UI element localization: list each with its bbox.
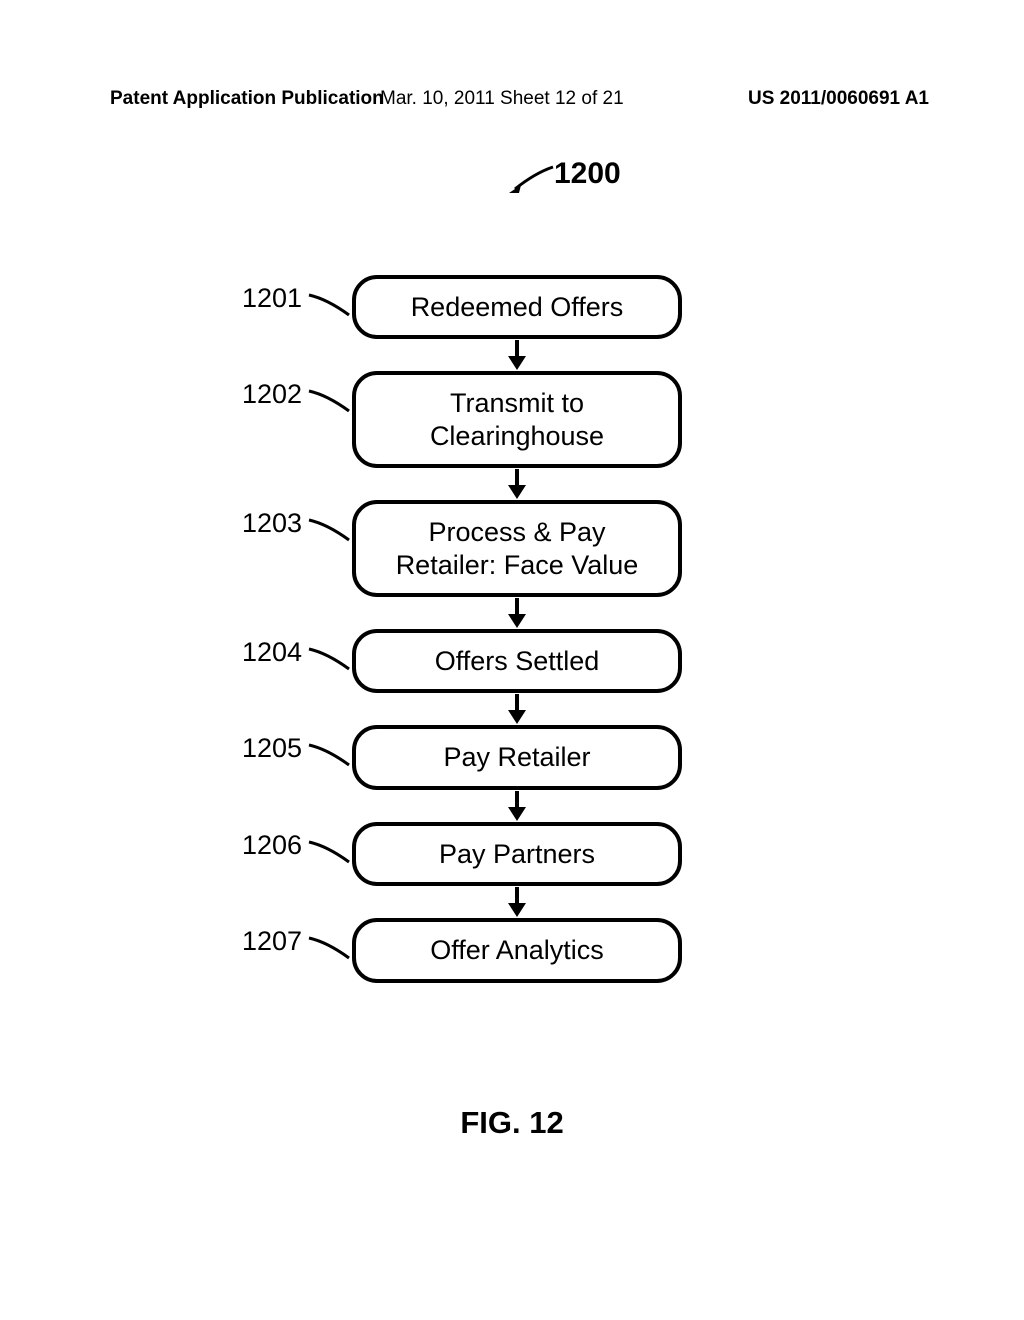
down-arrow-icon bbox=[502, 598, 532, 628]
flow-node-box: Offer Analytics bbox=[352, 918, 682, 982]
flow-node-box: Pay Retailer bbox=[352, 725, 682, 789]
flow-row: 1202Transmit toClearinghouse bbox=[342, 371, 682, 468]
header-left: Patent Application Publication bbox=[110, 88, 384, 110]
flow-node-box: Redeemed Offers bbox=[352, 275, 682, 339]
flow-row: 1206Pay Partners bbox=[342, 822, 682, 886]
flow-node-id-label: 1205 bbox=[242, 733, 302, 764]
flow-node-box: Transmit toClearinghouse bbox=[352, 371, 682, 468]
flow-node-id-label: 1204 bbox=[242, 637, 302, 668]
down-arrow-icon bbox=[502, 469, 532, 499]
flow-row: 1203Process & PayRetailer: Face Value bbox=[342, 500, 682, 597]
flow-node-box: Offers Settled bbox=[352, 629, 682, 693]
flow-node-box: Process & PayRetailer: Face Value bbox=[352, 500, 682, 597]
label-connector-icon bbox=[307, 389, 352, 414]
label-connector-icon bbox=[307, 840, 352, 865]
flow-row: 1207Offer Analytics bbox=[342, 918, 682, 982]
header-center: Mar. 10, 2011 Sheet 12 of 21 bbox=[380, 88, 624, 110]
flow-node-id-label: 1201 bbox=[242, 283, 302, 314]
diagram-ref-number: 1200 bbox=[554, 157, 621, 191]
label-connector-icon bbox=[307, 647, 352, 672]
flow-row: 1204Offers Settled bbox=[342, 629, 682, 693]
page-header: Patent Application Publication Mar. 10, … bbox=[0, 88, 1024, 110]
flow-node-id-label: 1207 bbox=[242, 926, 302, 957]
flow-node-id-label: 1202 bbox=[242, 379, 302, 410]
figure-caption: FIG. 12 bbox=[0, 1105, 1024, 1141]
label-connector-icon bbox=[307, 936, 352, 961]
flow-node-id-label: 1206 bbox=[242, 830, 302, 861]
down-arrow-icon bbox=[502, 340, 532, 370]
flow-row: 1205Pay Retailer bbox=[342, 725, 682, 789]
down-arrow-icon bbox=[502, 887, 532, 917]
down-arrow-icon bbox=[502, 694, 532, 724]
flow-node-id-label: 1203 bbox=[242, 508, 302, 539]
flowchart-container: 1201Redeemed Offers1202Transmit toCleari… bbox=[0, 275, 1024, 983]
label-connector-icon bbox=[307, 518, 352, 543]
label-connector-icon bbox=[307, 743, 352, 768]
flow-row: 1201Redeemed Offers bbox=[342, 275, 682, 339]
down-arrow-icon bbox=[502, 791, 532, 821]
label-connector-icon bbox=[307, 293, 352, 318]
flow-node-box: Pay Partners bbox=[352, 822, 682, 886]
ref-arrow-icon bbox=[505, 165, 555, 195]
header-right: US 2011/0060691 A1 bbox=[748, 88, 929, 110]
